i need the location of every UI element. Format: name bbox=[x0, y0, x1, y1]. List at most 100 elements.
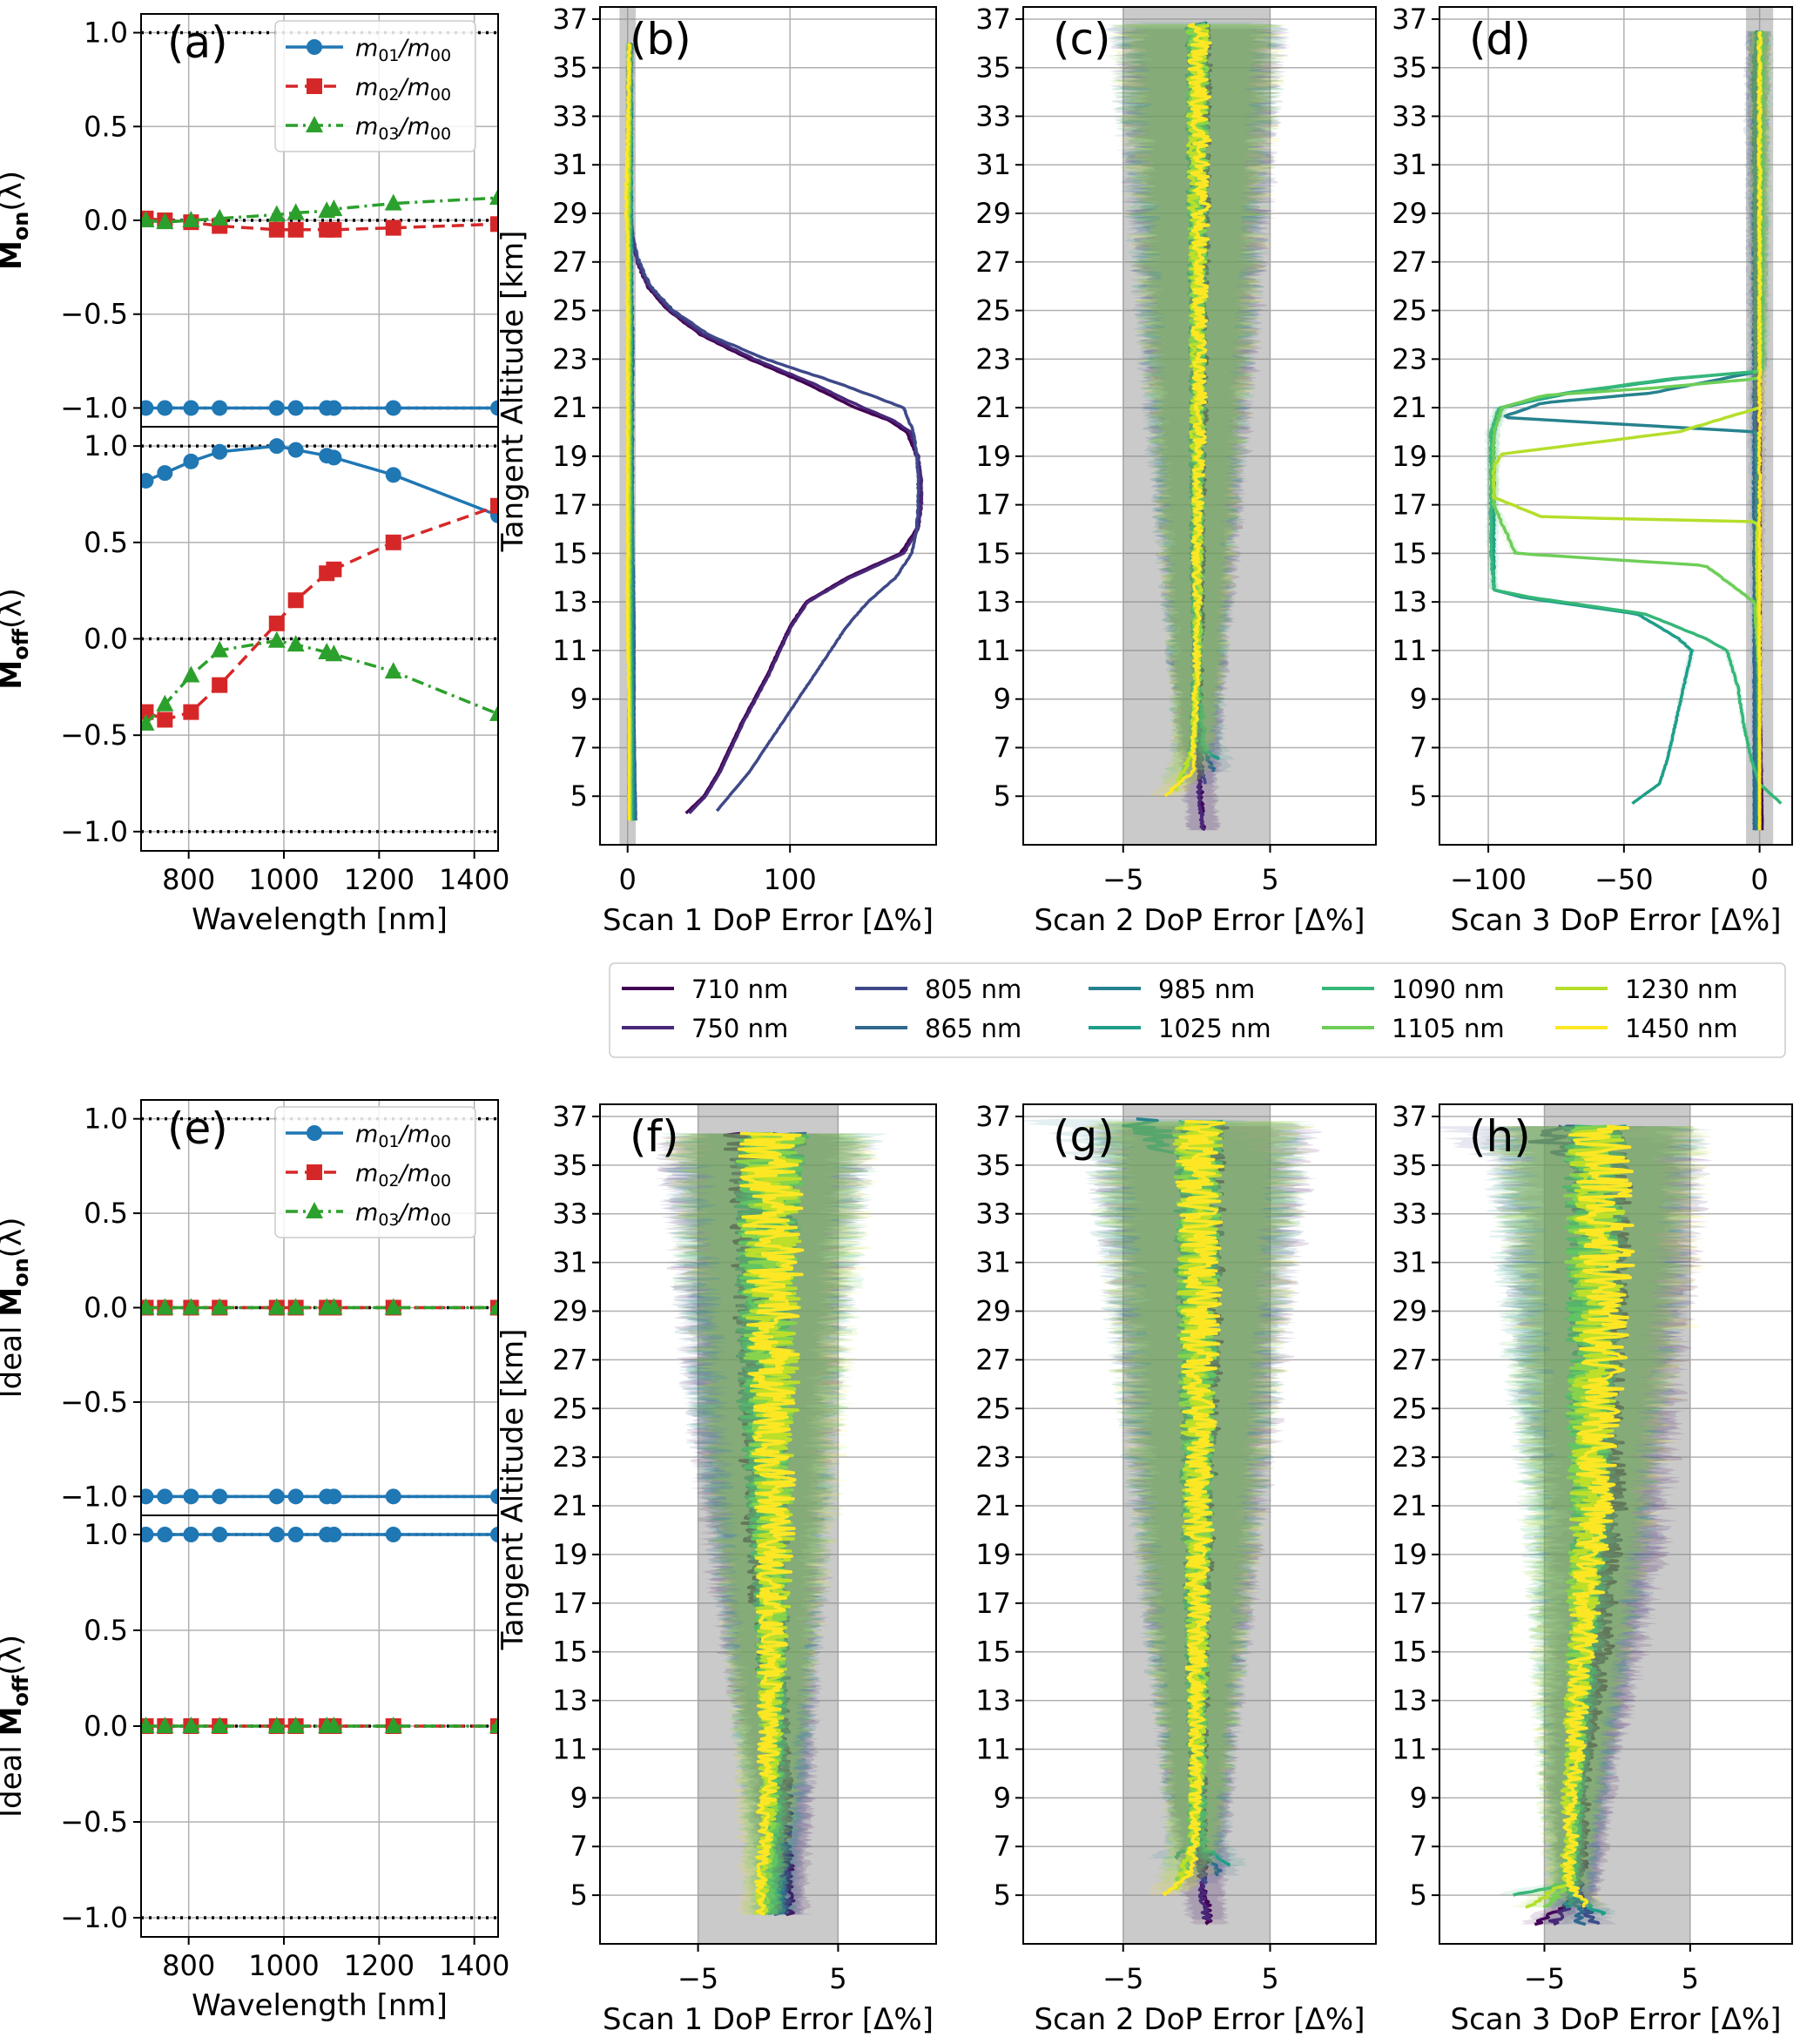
marker-m01 bbox=[183, 1488, 199, 1505]
ytick-label: 33 bbox=[975, 1197, 1011, 1231]
panel-frame bbox=[1022, 6, 1377, 846]
xtick-label: 0 bbox=[619, 863, 637, 896]
marker-m03 bbox=[325, 1717, 343, 1733]
marker-m01 bbox=[183, 453, 199, 469]
xtick-label: −100 bbox=[1450, 863, 1527, 896]
series-line-1450nm bbox=[1562, 1124, 1635, 1908]
ytick-label: 23 bbox=[975, 342, 1011, 375]
xtick-label: 100 bbox=[764, 863, 817, 896]
marker-m01 bbox=[212, 1527, 228, 1542]
series-line-1450nm bbox=[1756, 30, 1763, 831]
ytick-label: 31 bbox=[975, 1246, 1011, 1279]
legend-marker-m02 bbox=[307, 1164, 322, 1180]
panel-d: 5 7 9 11 13 15 17 19 21 23 25 27 29 31 33 35 37 −100 −50 0 S… bbox=[1392, 3, 1793, 938]
marker-m02 bbox=[326, 561, 342, 577]
ytick-label: 13 bbox=[552, 1684, 588, 1717]
panel-f: 5 7 9 11 13 15 17 19 21 23 25 27 29 31 33 35 37 −5 5 Scan 1… bbox=[552, 1100, 937, 2037]
ytick-label: 37 bbox=[975, 3, 1011, 36]
marker-m03 bbox=[489, 1717, 498, 1733]
ytick-label: 27 bbox=[975, 246, 1011, 279]
marker-m03 bbox=[141, 1298, 155, 1315]
ytick-label: 15 bbox=[1392, 1636, 1427, 1669]
xtick-label: 1200 bbox=[344, 863, 415, 896]
marker-m01 bbox=[490, 1488, 498, 1505]
legend-label: 805 nm bbox=[925, 975, 1021, 1004]
marker-m02 bbox=[268, 615, 285, 631]
xtick-label: −5 bbox=[678, 1962, 718, 1995]
ytick-label: 0.0 bbox=[84, 1292, 128, 1325]
ytick-label: −1.0 bbox=[60, 391, 128, 424]
panel-label: (e) bbox=[167, 1103, 228, 1154]
ytick-label: 25 bbox=[975, 1392, 1011, 1425]
series-line-m02 bbox=[145, 217, 498, 232]
series-line-1450nm bbox=[624, 42, 632, 821]
marker-m01 bbox=[183, 400, 199, 416]
ytick-label: 29 bbox=[1392, 1295, 1427, 1328]
ytick-label: 35 bbox=[552, 1149, 588, 1182]
legend-label-m01: m01/m00 bbox=[355, 1121, 451, 1151]
marker-m01 bbox=[326, 449, 342, 466]
ytick-label: 27 bbox=[1392, 246, 1427, 279]
marker-m02 bbox=[268, 221, 285, 238]
ytick-label: 0.0 bbox=[84, 1710, 128, 1743]
legend-frame bbox=[274, 1106, 476, 1238]
ytick-label: 21 bbox=[552, 391, 588, 424]
marker-m03 bbox=[182, 1717, 200, 1733]
marker-m03 bbox=[384, 1298, 402, 1315]
legend-label-part: /m bbox=[398, 74, 430, 101]
marker-m01 bbox=[157, 400, 173, 416]
xtick-label: −5 bbox=[1102, 1962, 1143, 1995]
marker-m03 bbox=[156, 1717, 174, 1733]
ytick-label: 1.0 bbox=[84, 1518, 128, 1551]
marker-m03 bbox=[489, 1298, 498, 1315]
panel-g: 5 7 9 11 13 15 17 19 21 23 25 27 29 31 33 35 37 −5 5 Scan 2… bbox=[975, 1100, 1377, 2037]
panel-label: (h) bbox=[1469, 1111, 1531, 1162]
marker-m03 bbox=[325, 1298, 343, 1315]
ytick-label: 33 bbox=[552, 99, 588, 132]
marker-m03 bbox=[287, 203, 305, 220]
marker-m01 bbox=[385, 1488, 401, 1505]
xtick-label: 1200 bbox=[344, 1949, 415, 1982]
xtick-label: 5 bbox=[1682, 1962, 1699, 1995]
ytick-label: 37 bbox=[1392, 3, 1427, 36]
ytick-label: 19 bbox=[975, 440, 1011, 473]
ytick-label: 9 bbox=[1410, 683, 1427, 716]
wavelength-panels: 1.00.50.0−0.5−1.0(a)Mon(λ)1.00.50.0−0.5−… bbox=[0, 13, 509, 1982]
ytick-label: 31 bbox=[1392, 148, 1427, 181]
marker-m03 bbox=[141, 211, 155, 227]
legend-label-sub: 03 bbox=[378, 1211, 399, 1230]
xtick-label: 1400 bbox=[439, 863, 509, 896]
legend-label-m02: m02/m00 bbox=[355, 1160, 451, 1191]
marker-m02 bbox=[287, 221, 304, 238]
shared-axis-labels: Tangent Altitude [km] Tangent Altitude [… bbox=[192, 231, 530, 2023]
marker-m01 bbox=[326, 400, 342, 416]
ytick-label: 23 bbox=[552, 342, 588, 375]
legend-label-part: /m bbox=[398, 35, 430, 62]
panel-label: (a) bbox=[167, 17, 228, 68]
y-axis-label: Ideal Mon(λ) bbox=[0, 1218, 33, 1399]
marker-m01 bbox=[385, 467, 401, 483]
ytick-label: −0.5 bbox=[60, 1386, 128, 1419]
ytick-label: 7 bbox=[994, 731, 1011, 764]
legend-marker-m03 bbox=[306, 116, 323, 132]
xtick-label: 800 bbox=[162, 1949, 215, 1982]
xtick-label: 1000 bbox=[248, 863, 319, 896]
legend-marker-m01 bbox=[307, 1125, 322, 1141]
panel-label: (c) bbox=[1053, 14, 1111, 64]
legend-label-part: /m bbox=[398, 1199, 430, 1226]
marker-m01 bbox=[385, 400, 401, 416]
y-axis-label-subscript: on bbox=[9, 212, 33, 241]
ytick-label: 13 bbox=[552, 585, 588, 618]
ytick-label: 31 bbox=[1392, 1246, 1427, 1279]
ytick-label: 23 bbox=[975, 1440, 1011, 1474]
ytick-label: 35 bbox=[975, 51, 1011, 84]
marker-m03 bbox=[489, 188, 498, 206]
ytick-label: 35 bbox=[1392, 1149, 1427, 1182]
ytick-label: −0.5 bbox=[60, 718, 128, 752]
curves bbox=[1023, 1117, 1324, 1926]
ytick-label: 13 bbox=[975, 1684, 1011, 1717]
x-axis-label: Scan 3 DoP Error [Δ%] bbox=[1451, 2002, 1782, 2037]
marker-m03 bbox=[267, 1298, 286, 1315]
ytick-label: 0.5 bbox=[84, 110, 128, 143]
y-axis-label: Mon(λ) bbox=[0, 171, 33, 270]
